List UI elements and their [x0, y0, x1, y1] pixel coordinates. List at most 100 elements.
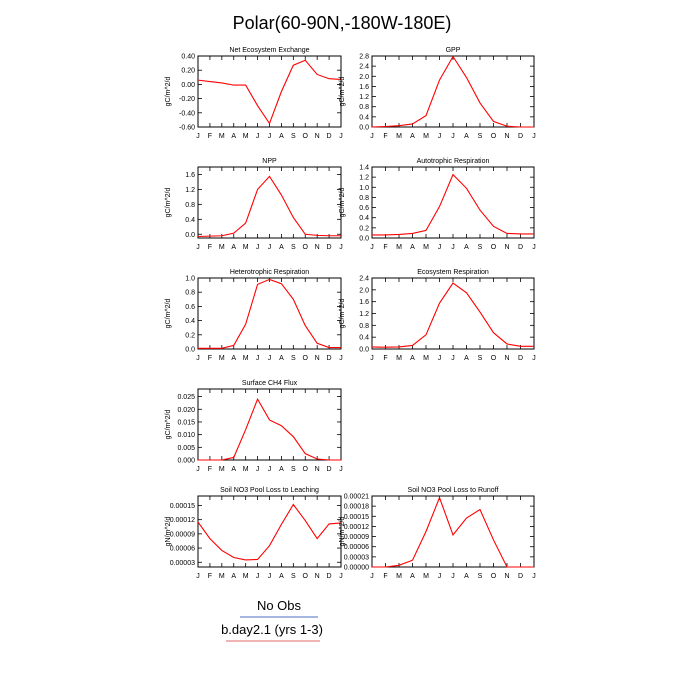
- y-tick-label: 0.00015: [344, 514, 369, 521]
- y-tick-label: 0.6: [359, 205, 369, 212]
- x-tick-label: O: [303, 573, 309, 580]
- x-tick-label: M: [219, 244, 225, 251]
- y-tick-label: 0.00000: [344, 565, 369, 572]
- y-tick-label: 0.000: [177, 458, 195, 465]
- x-tick-label: J: [339, 466, 343, 473]
- y-tick-label: 0.4: [359, 114, 369, 121]
- y-tick-label: 0.00: [181, 82, 195, 89]
- x-tick-label: J: [268, 466, 272, 473]
- chart-title: Net Ecosystem Exchange: [229, 47, 309, 54]
- x-tick-label: A: [410, 244, 415, 251]
- page-title: Polar(60-90N,-180W-180E): [233, 13, 452, 33]
- x-tick-label: S: [478, 355, 483, 362]
- x-tick-label: S: [478, 573, 483, 580]
- x-tick-label: D: [327, 466, 332, 473]
- x-tick-label: J: [532, 244, 536, 251]
- x-tick-label: J: [370, 355, 374, 362]
- y-tick-label: -0.60: [179, 125, 195, 132]
- plot-frame: [197, 55, 342, 128]
- x-tick-label: J: [196, 355, 200, 362]
- y-tick-label: 1.6: [359, 299, 369, 306]
- x-tick-label: M: [243, 133, 249, 140]
- plot-frame: [197, 277, 342, 350]
- x-tick-label: A: [279, 355, 284, 362]
- x-tick-label: F: [383, 244, 387, 251]
- x-tick-label: M: [396, 573, 402, 580]
- chart-title: Soil NO3 Pool Loss to Leaching: [220, 487, 319, 494]
- x-tick-label: F: [208, 573, 212, 580]
- y-tick-label: 0.8: [185, 202, 195, 209]
- x-tick-label: S: [291, 133, 296, 140]
- x-tick-label: N: [315, 466, 320, 473]
- x-tick-label: D: [518, 573, 523, 580]
- x-tick-label: M: [219, 355, 225, 362]
- y-tick-label: 0.00006: [344, 544, 369, 551]
- chart-title: Ecosystem Respiration: [417, 269, 489, 276]
- x-tick-label: A: [410, 133, 415, 140]
- x-tick-label: S: [478, 133, 483, 140]
- x-tick-label: J: [339, 573, 343, 580]
- y-tick-label: 1.0: [185, 276, 195, 283]
- x-tick-label: J: [451, 133, 455, 140]
- y-tick-label: 1.6: [185, 172, 195, 179]
- y-tick-label: 0.2: [359, 225, 369, 232]
- x-tick-label: M: [243, 573, 249, 580]
- x-tick-label: D: [518, 244, 523, 251]
- y-tick-label: 2.0: [359, 74, 369, 81]
- x-tick-label: J: [370, 133, 374, 140]
- x-tick-label: J: [268, 355, 272, 362]
- y-tick-label: 1.2: [185, 187, 195, 194]
- x-tick-label: J: [256, 573, 260, 580]
- x-tick-label: S: [291, 244, 296, 251]
- y-axis-label: gC/m^2/d: [165, 410, 172, 440]
- x-tick-label: J: [370, 244, 374, 251]
- x-tick-label: J: [438, 355, 442, 362]
- x-tick-label: F: [383, 573, 387, 580]
- y-tick-label: 2.8: [359, 54, 369, 61]
- series-line: [198, 397, 341, 461]
- x-tick-label: J: [451, 244, 455, 251]
- y-tick-label: 0.8: [359, 195, 369, 202]
- x-tick-label: A: [231, 355, 236, 362]
- chart-panel: Net Ecosystem Exchange gC/m^2/d 0.40 0.20 0.…: [165, 47, 343, 140]
- y-tick-label: 0.010: [177, 432, 195, 439]
- y-tick-label: 0.00012: [170, 517, 195, 524]
- x-tick-label: N: [504, 355, 509, 362]
- x-tick-label: J: [339, 244, 343, 251]
- x-tick-label: J: [256, 133, 260, 140]
- chart-title: Soil NO3 Pool Loss to Runoff: [408, 487, 499, 494]
- y-axis-label: gC/m^2/d: [339, 299, 346, 329]
- series-line: [372, 496, 534, 568]
- y-axis-label: gC/m^2/d: [339, 188, 346, 218]
- x-tick-label: M: [423, 573, 429, 580]
- y-tick-label: -0.20: [179, 96, 195, 103]
- plot-frame: [197, 495, 342, 568]
- plot-frame: [197, 388, 342, 461]
- x-tick-label: J: [339, 133, 343, 140]
- plot-frame: [371, 55, 535, 128]
- x-tick-label: J: [196, 133, 200, 140]
- x-tick-label: J: [438, 244, 442, 251]
- y-tick-label: 0.00012: [344, 524, 369, 531]
- y-tick-label: 0.40: [181, 54, 195, 61]
- x-tick-label: M: [423, 355, 429, 362]
- chart-panel: Autotrophic Respiration gC/m^2/d 1.4 1.2 1.0…: [339, 158, 536, 251]
- x-tick-label: O: [303, 466, 309, 473]
- x-tick-label: J: [196, 466, 200, 473]
- y-tick-label: 0.00018: [344, 504, 369, 511]
- series-line: [372, 173, 534, 236]
- x-tick-label: A: [279, 133, 284, 140]
- x-tick-label: N: [504, 133, 509, 140]
- x-tick-label: N: [504, 244, 509, 251]
- y-tick-label: 1.0: [359, 185, 369, 192]
- legend-entry-no-obs: No Obs: [257, 598, 302, 613]
- chart-panel: Ecosystem Respiration gC/m^2/d 2.4 2.0 1.6 1.…: [339, 269, 536, 362]
- x-tick-label: N: [315, 355, 320, 362]
- y-tick-label: 2.0: [359, 287, 369, 294]
- x-tick-label: A: [279, 466, 284, 473]
- x-tick-label: J: [268, 133, 272, 140]
- y-tick-label: 0.00003: [344, 554, 369, 561]
- x-tick-label: M: [423, 244, 429, 251]
- y-tick-label: 1.2: [359, 94, 369, 101]
